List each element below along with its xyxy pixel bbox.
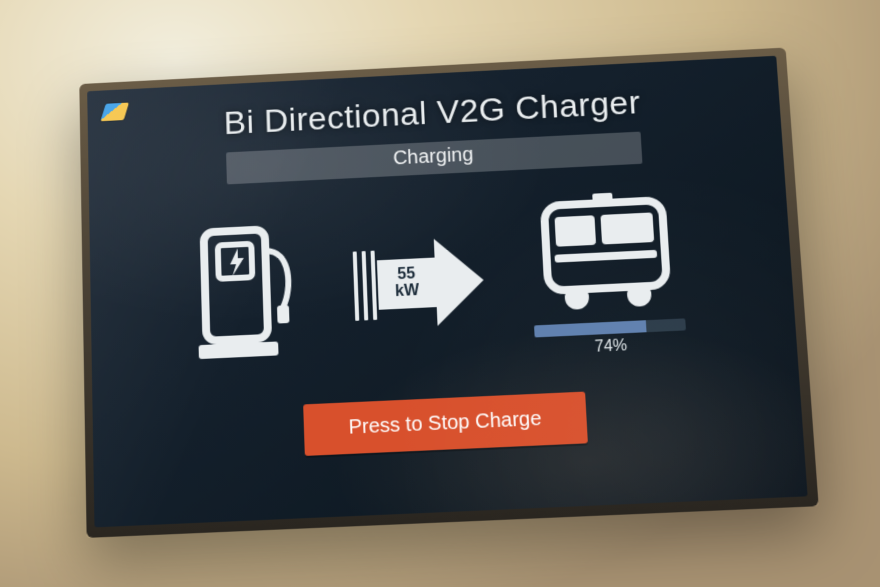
ev-charger-icon bbox=[196, 220, 309, 363]
display-panel: Bi Directional V2G Charger Charging bbox=[79, 48, 818, 538]
battery-progress bbox=[534, 318, 686, 337]
power-flow-arrow-icon: 55 kW bbox=[352, 237, 485, 330]
power-value: 55 kW bbox=[377, 258, 437, 310]
battery-progress-fill bbox=[534, 320, 646, 337]
bus-icon bbox=[537, 190, 674, 315]
battery-percent-label: 74% bbox=[594, 337, 627, 357]
photo-background: Bi Directional V2G Charger Charging bbox=[0, 0, 880, 587]
vehicle-column: 74% bbox=[527, 190, 687, 360]
charger-screen: Bi Directional V2G Charger Charging bbox=[87, 56, 807, 528]
arrow-head-icon bbox=[434, 237, 486, 326]
status-row: 55 kW bbox=[113, 185, 773, 379]
stop-charge-button[interactable]: Press to Stop Charge bbox=[304, 392, 588, 456]
screen-bezel: Bi Directional V2G Charger Charging bbox=[79, 48, 818, 538]
brand-logo-icon bbox=[100, 103, 129, 122]
power-unit: kW bbox=[395, 283, 420, 301]
flow-bars-icon bbox=[353, 251, 378, 321]
